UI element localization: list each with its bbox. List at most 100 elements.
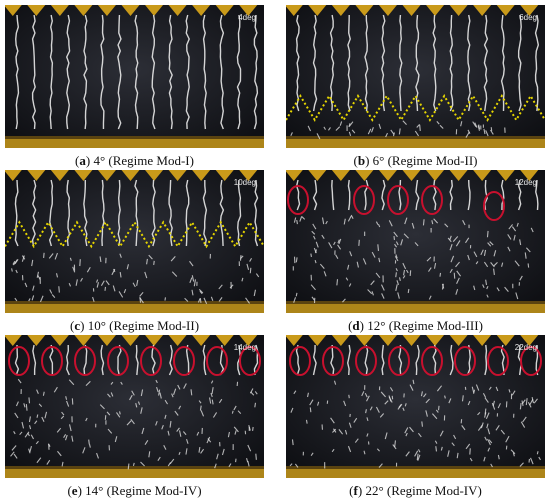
tuft-fragment <box>378 244 379 251</box>
tuft-fragment <box>296 293 297 296</box>
panel-e: 14deg (e) 14° (Regime Mod-IV) <box>5 335 264 497</box>
panel-d-caption: (d) 12° (Regime Mod-III) <box>286 318 545 334</box>
panel-background <box>5 170 264 313</box>
panel-a-caption: (a) 4° (Regime Mod-I) <box>5 153 264 169</box>
panel-c-photo <box>5 170 264 313</box>
panel-background <box>5 5 264 148</box>
panel-background <box>5 335 264 478</box>
tuft-fragment <box>337 279 338 285</box>
panel-c-letter: c <box>74 318 80 333</box>
tuft-fragment <box>297 220 298 224</box>
tuft-fragment <box>487 231 488 237</box>
panel-c-caption-text: 10° (Regime Mod-II) <box>84 318 199 333</box>
tuft-fragment <box>537 451 538 454</box>
gold-rail <box>5 304 264 313</box>
panel-c: 10deg (c) 10° (Regime Mod-II) <box>5 170 264 335</box>
panel-f-photo <box>286 335 545 478</box>
tuft-fragment <box>90 444 91 447</box>
tuft-fragment <box>232 411 233 414</box>
panel-a-angle-tag: 4deg <box>238 13 256 22</box>
tuft-fragment <box>165 297 166 300</box>
panel-b-caption-text: 6° (Regime Mod-II) <box>369 153 477 168</box>
panel-a-caption-text: 4° (Regime Mod-I) <box>90 153 194 168</box>
panel-f: 22deg (f) 22° (Regime Mod-IV) <box>286 335 545 497</box>
tuft-fragment <box>420 125 421 131</box>
panel-d-photo <box>286 170 545 313</box>
panel-e-angle-tag: 14deg <box>234 343 256 352</box>
gold-rail <box>286 469 545 478</box>
tuft-fragment <box>133 463 134 466</box>
tuft-fragment <box>200 298 201 303</box>
tuft-fragment <box>366 409 367 413</box>
tuft-fragment <box>191 389 192 395</box>
tuft-fragment <box>396 272 397 277</box>
tuft-fragment <box>256 454 257 460</box>
panel-e-letter: e <box>72 483 78 498</box>
gold-rail <box>5 469 264 478</box>
tuft-fragment <box>26 404 27 411</box>
tuft-fragment <box>436 446 437 451</box>
tuft-fragment <box>423 219 424 225</box>
tuft-fragment <box>89 440 90 445</box>
panel-a-svg <box>5 5 264 148</box>
gold-rail-shadow <box>286 301 545 304</box>
tuft-fragment <box>147 259 148 264</box>
panel-b-photo <box>286 5 545 148</box>
tuft-fragment <box>494 269 495 275</box>
tuft-fragment <box>422 421 423 426</box>
panel-f-letter: f <box>354 483 358 498</box>
panel-d-letter: d <box>352 318 359 333</box>
tuft-fragment <box>154 261 155 265</box>
panel-background <box>286 5 545 148</box>
tuft-fragment <box>37 415 38 418</box>
panel-a: 4deg (a) 4° (Regime Mod-I) <box>5 5 264 170</box>
gold-rail <box>5 139 264 148</box>
panel-b-angle-tag: 6deg <box>519 13 537 22</box>
panel-a-letter: a <box>79 153 86 168</box>
gold-rail <box>286 304 545 313</box>
tuft-fragment <box>59 286 60 292</box>
tuft-fragment <box>255 403 256 408</box>
panel-b: 6deg (b) 6° (Regime Mod-II) <box>286 5 545 170</box>
panel-e-caption-text: 14° (Regime Mod-IV) <box>82 483 202 498</box>
panel-d: 12deg (d) 12° (Regime Mod-III) <box>286 170 545 335</box>
panel-c-caption: (c) 10° (Regime Mod-II) <box>5 318 264 334</box>
tuft-fragment <box>292 439 293 445</box>
gold-rail-shadow <box>286 136 545 139</box>
panel-b-letter: b <box>358 153 365 168</box>
tuft-fragment <box>306 420 307 424</box>
tuft-fragment <box>462 395 463 401</box>
gold-rail-shadow <box>5 466 264 469</box>
tuft-fragment <box>408 289 409 293</box>
gold-rail-shadow <box>5 301 264 304</box>
panel-a-photo <box>5 5 264 148</box>
panel-f-caption-text: 22° (Regime Mod-IV) <box>362 483 482 498</box>
tuft-fragment <box>526 398 527 405</box>
tuft-fragment <box>12 268 13 271</box>
gold-rail-shadow <box>5 136 264 139</box>
tuft-fragment <box>29 397 30 403</box>
tuft-fragment <box>417 454 418 460</box>
panel-c-angle-tag: 10deg <box>234 178 256 187</box>
panel-b-caption: (b) 6° (Regime Mod-II) <box>286 153 545 169</box>
tuft-fragment <box>440 273 441 277</box>
panel-b-svg <box>286 5 545 148</box>
tuft-fragment <box>296 257 297 262</box>
tuft-fragment <box>253 427 254 431</box>
tuft-fragment <box>445 396 446 399</box>
panel-c-svg <box>5 170 264 313</box>
tuft-fragment <box>140 298 141 303</box>
panel-d-angle-tag: 12deg <box>515 178 537 187</box>
panel-e-svg <box>5 335 264 478</box>
tuft-fragment <box>310 407 311 412</box>
panel-f-angle-tag: 22deg <box>515 343 537 352</box>
tuft-fragment <box>128 464 129 470</box>
tuft-fragment <box>120 411 121 414</box>
tuft-fragment <box>311 254 312 257</box>
panel-e-photo <box>5 335 264 478</box>
panel-d-svg <box>286 170 545 313</box>
tuft-fragment <box>250 268 251 273</box>
tuft-fragment <box>520 403 521 409</box>
panel-d-caption-text: 12° (Regime Mod-III) <box>364 318 483 333</box>
gold-rail <box>286 139 545 148</box>
